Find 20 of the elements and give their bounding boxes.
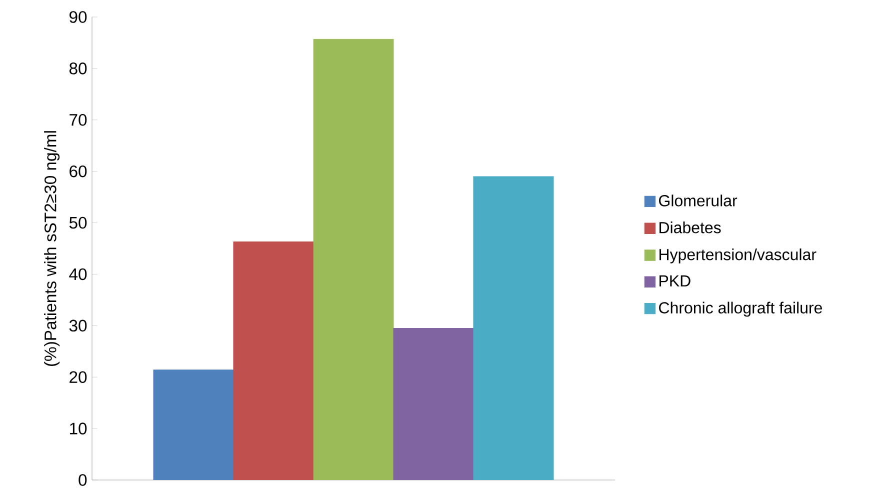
y-tick-label: 60 [70, 165, 87, 178]
y-tick-label: 10 [70, 422, 87, 434]
bar [233, 242, 314, 480]
legend-label: Chronic allograft failure [659, 302, 822, 317]
y-axis-title: (%)Patients with sST2≥30 ng/ml [44, 131, 60, 366]
legend-label: PKD [660, 275, 690, 286]
bar [153, 370, 234, 480]
y-tick-label: 40 [69, 268, 87, 280]
legend-label: Diabetes [660, 222, 721, 234]
y-tick-label: 0 [78, 474, 87, 486]
legend-label: Glomerular [659, 194, 738, 206]
y-tick-label: 90 [70, 11, 87, 23]
y-tick-label: 50 [69, 216, 87, 229]
y-tick-label: 20 [70, 371, 87, 384]
y-tick-label: 70 [70, 114, 87, 126]
y-tick-label: 30 [69, 320, 87, 332]
bar [473, 176, 554, 480]
legend-label: Hypertension/vascular [660, 248, 816, 264]
bar [313, 38, 394, 480]
y-tick-label: 80 [69, 62, 87, 74]
